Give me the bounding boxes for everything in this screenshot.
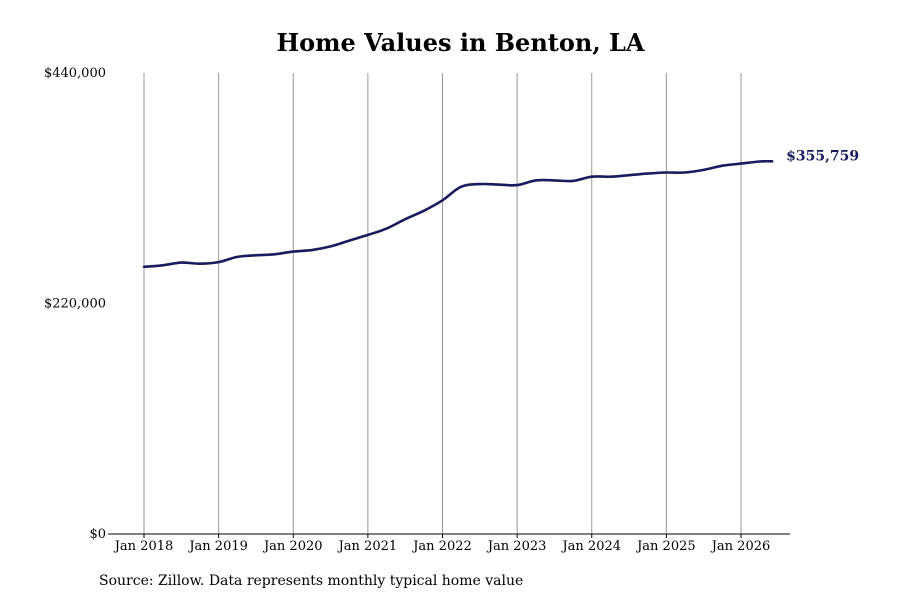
x-tick-label: Jan 2023	[486, 539, 547, 554]
x-tick-label: Jan 2018	[113, 539, 174, 554]
x-tick-label: Jan 2019	[187, 539, 248, 554]
x-tick-label: Jan 2020	[262, 539, 323, 554]
x-tick-label: Jan 2024	[560, 539, 621, 554]
x-tick-label: Jan 2021	[337, 539, 398, 554]
source-note: Source: Zillow. Data represents monthly …	[99, 573, 524, 589]
chart-title: Home Values in Benton, LA	[276, 28, 645, 57]
x-tick-label: Jan 2026	[710, 539, 771, 554]
x-tick-label: Jan 2022	[411, 539, 472, 554]
y-tick-label: $0	[89, 527, 106, 542]
end-value-label: $355,759	[786, 148, 859, 164]
x-tick-label: Jan 2025	[635, 539, 696, 554]
grid-lines	[143, 73, 742, 534]
x-axis-ticks: Jan 2018 Jan 2019 Jan 2020 Jan 2021 Jan 2022…	[113, 534, 771, 554]
y-tick-label: $440,000	[44, 66, 106, 81]
y-axis-ticks: $0 $220,000 $440,000	[44, 66, 106, 542]
home-value-line	[142, 159, 774, 269]
y-tick-label: $220,000	[44, 297, 106, 312]
